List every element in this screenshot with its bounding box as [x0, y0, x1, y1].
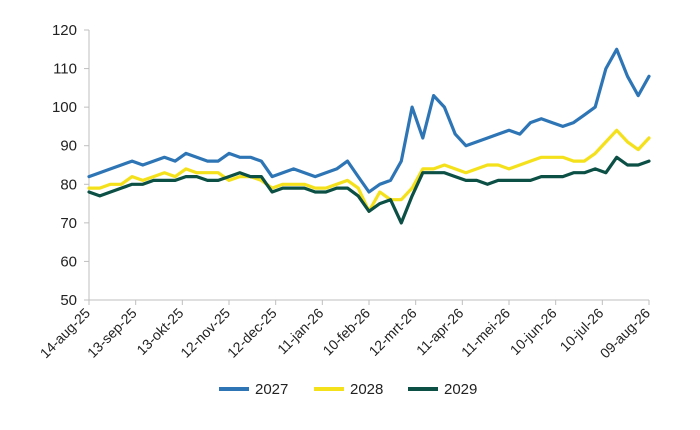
y-tick-label: 60 [60, 253, 77, 270]
x-tick-label: 13-sep-25 [84, 305, 140, 361]
chart-axes: 506070809010011012014-aug-2513-sep-2513-… [37, 22, 654, 361]
x-tick-label: 11-jan-26 [274, 305, 327, 358]
x-tick-label: 10-feb-26 [319, 305, 373, 359]
y-tick-label: 50 [60, 292, 77, 309]
y-tick-label: 120 [52, 22, 77, 39]
y-tick-label: 80 [60, 176, 77, 193]
x-tick-label: 12-dec-25 [224, 305, 280, 361]
x-tick-label: 11-mei-26 [458, 305, 513, 360]
x-tick-label: 12-nov-25 [177, 305, 233, 361]
legend-label-2028: 2028 [350, 381, 383, 398]
y-tick-label: 90 [60, 138, 77, 155]
y-tick-label: 110 [53, 61, 77, 78]
x-tick-label: 10-jun-26 [507, 305, 560, 358]
y-tick-label: 100 [52, 99, 77, 116]
y-tick-label: 70 [60, 215, 77, 232]
legend: 2027 2028 2029 [219, 381, 477, 398]
legend-label-2029: 2029 [444, 381, 477, 398]
series-layer [87, 47, 651, 225]
x-tick-label: 14-aug-25 [37, 305, 94, 362]
series-line-2027 [87, 47, 651, 194]
x-tick-label: 09-aug-26 [597, 305, 654, 362]
legend-label-2027: 2027 [255, 381, 288, 398]
series-line-2029 [87, 155, 651, 225]
series-line-2028 [87, 128, 651, 213]
x-tick-label: 12-mrt-26 [366, 305, 420, 359]
